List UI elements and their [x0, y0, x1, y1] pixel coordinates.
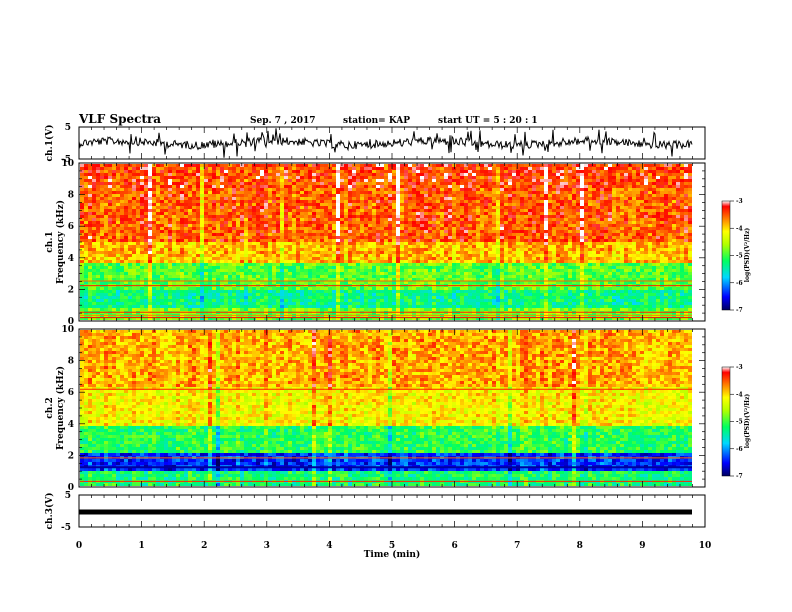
ch2-spectrogram-ylabel-line1: ch.2 [45, 397, 55, 418]
y-tick-label: 10 [61, 325, 74, 335]
ch2-spectrogram-ylabel-line2: Frequency (kHz) [55, 366, 66, 450]
colorbar-tick-label: -5 [736, 419, 743, 426]
ch1-colorbar-label: log(PSD)(V²/Hz) [744, 228, 751, 283]
date-label: Sep. 7 , 2017 [250, 116, 316, 126]
y-tick-label: 6 [68, 388, 74, 398]
ch1-spectrogram-ylabel-line2: Frequency (kHz) [55, 200, 66, 284]
chart-title: VLF Spectra [78, 112, 161, 126]
x-tick-label: 5 [389, 541, 395, 551]
colorbar-tick-label: -5 [736, 253, 743, 260]
y-tick-label: 0 [68, 483, 74, 493]
colorbar-tick-label: -6 [736, 446, 743, 453]
y-tick-label: 5 [65, 491, 71, 501]
ch1-spectrogram-image [80, 164, 692, 320]
colorbar-tick-label: -3 [736, 198, 743, 205]
ch1-colorbar [721, 200, 731, 311]
y-tick-label: 5 [65, 123, 71, 133]
ch1-waveform-line [78, 128, 693, 158]
colorbar-ticks: -3 -4 -5 -6 -7 -3 -4 -5 -6 -7 [730, 198, 743, 480]
ch3-waveform-ylabel: ch.3(V) [44, 493, 55, 530]
x-tick-label: 3 [264, 541, 270, 551]
ch2-colorbar-label: log(PSD)(V²/Hz) [744, 394, 751, 449]
y-tick-label: 4 [68, 420, 74, 430]
colorbar-tick-label: -7 [736, 307, 743, 314]
x-tick-label: 1 [138, 541, 144, 551]
ch2-spectrogram-image [80, 330, 692, 486]
x-tick-label: 6 [451, 541, 457, 551]
x-tick-label: 10 [699, 541, 712, 551]
x-tick-label: 9 [639, 541, 645, 551]
x-axis-label: Time (min) [364, 549, 421, 560]
ch1-waveform-ylabel: ch.1(V) [44, 125, 55, 162]
x-tick-label: 2 [201, 541, 207, 551]
y-tick-label: 8 [68, 191, 74, 201]
y-tick-label: 10 [61, 159, 74, 169]
x-tick-label: 8 [577, 541, 583, 551]
colorbar-tick-label: -3 [736, 364, 743, 371]
y-tick-label: -5 [61, 155, 71, 165]
y-tick-label: 4 [68, 254, 74, 264]
y-tick-label: 6 [68, 222, 74, 232]
x-tick-label: 7 [514, 541, 520, 551]
start-time-label: start UT = 5 : 20 : 1 [438, 116, 538, 126]
colorbar-tick-label: -6 [736, 280, 743, 287]
x-tick-label: 4 [326, 541, 332, 551]
y-tick-label: 0 [68, 317, 74, 327]
y-tick-label: -5 [61, 523, 71, 533]
colorbar-tick-label: -4 [736, 391, 743, 398]
x-tick-label: 0 [76, 541, 82, 551]
station-label: station= KAP [343, 116, 410, 126]
y-tick-label: 8 [68, 357, 74, 367]
ch1-spectrogram-ylabel-line1: ch.1 [45, 231, 55, 252]
ch2-colorbar [721, 366, 731, 477]
y-tick-label: 2 [68, 285, 74, 295]
y-tick-label: 2 [68, 451, 74, 461]
colorbar-tick-label: -4 [736, 225, 743, 232]
colorbar-tick-label: -7 [736, 473, 743, 480]
